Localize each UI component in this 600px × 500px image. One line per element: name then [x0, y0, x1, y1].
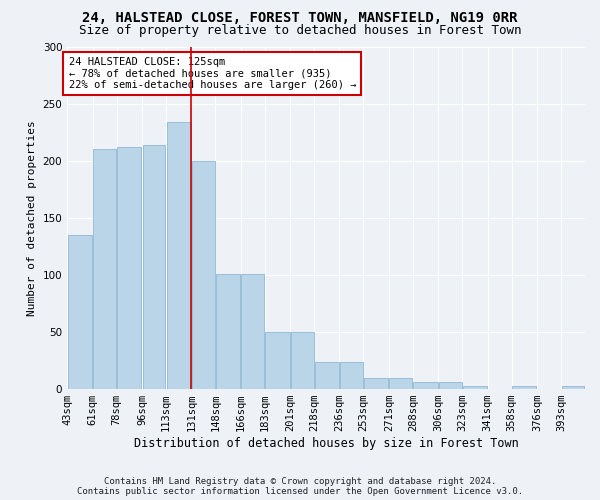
Bar — [143, 144, 166, 389]
Bar — [167, 122, 191, 389]
X-axis label: Distribution of detached houses by size in Forest Town: Distribution of detached houses by size … — [134, 437, 518, 450]
Bar — [364, 378, 388, 389]
Y-axis label: Number of detached properties: Number of detached properties — [27, 120, 37, 316]
Bar — [117, 147, 142, 389]
Bar — [241, 274, 264, 389]
Bar — [463, 386, 487, 389]
Text: 24 HALSTEAD CLOSE: 125sqm
← 78% of detached houses are smaller (935)
22% of semi: 24 HALSTEAD CLOSE: 125sqm ← 78% of detac… — [68, 57, 356, 90]
Text: 24, HALSTEAD CLOSE, FOREST TOWN, MANSFIELD, NG19 0RR: 24, HALSTEAD CLOSE, FOREST TOWN, MANSFIE… — [82, 11, 518, 25]
Bar — [413, 382, 437, 389]
Text: Contains HM Land Registry data © Crown copyright and database right 2024.
Contai: Contains HM Land Registry data © Crown c… — [77, 476, 523, 496]
Text: Size of property relative to detached houses in Forest Town: Size of property relative to detached ho… — [79, 24, 521, 37]
Bar — [192, 160, 215, 389]
Bar — [562, 386, 584, 389]
Bar — [389, 378, 412, 389]
Bar — [439, 382, 461, 389]
Bar — [340, 362, 363, 389]
Bar — [216, 274, 240, 389]
Bar — [68, 235, 92, 389]
Bar — [93, 150, 116, 389]
Bar — [290, 332, 314, 389]
Bar — [314, 362, 339, 389]
Bar — [265, 332, 290, 389]
Bar — [512, 386, 536, 389]
